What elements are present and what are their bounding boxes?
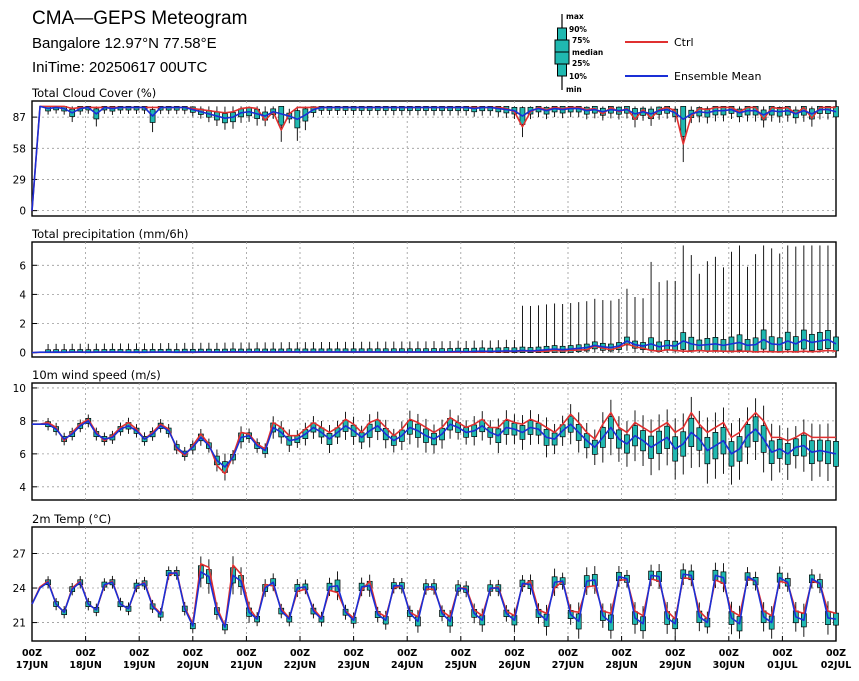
panel-title-wind-speed: 10m wind speed (m/s) bbox=[32, 368, 161, 382]
legend-box-p90: 90% bbox=[569, 25, 587, 34]
panel-title-temperature: 2m Temp (°C) bbox=[32, 512, 111, 526]
chart-title: CMA—GEPS Meteogram bbox=[32, 8, 247, 29]
location-label: Bangalore 12.97°N 77.58°E bbox=[32, 35, 217, 52]
y-tick-label: 4 bbox=[19, 289, 26, 301]
x-tick-date-label: 26JUN bbox=[498, 660, 530, 671]
box-cloud-cover bbox=[407, 106, 413, 111]
x-tick-hour-label: 00Z bbox=[504, 648, 524, 659]
x-tick-hour-label: 00Z bbox=[344, 648, 364, 659]
init-time-label: IniTime: 20250617 00UTC bbox=[32, 59, 208, 76]
panel-temperature: 2m Temp (°C) 21 24 27 bbox=[13, 512, 839, 642]
y-tick-label: 6 bbox=[19, 449, 26, 461]
x-tick-date-label: 01JUL bbox=[767, 660, 798, 671]
box-precipitation bbox=[495, 347, 502, 353]
box-cloud-cover bbox=[382, 106, 389, 111]
panel-title-precipitation: Total precipitation (mm/6h) bbox=[31, 227, 188, 241]
x-axis: 00Z17JUN00Z18JUN00Z19JUN00Z20JUN00Z21JUN… bbox=[16, 636, 851, 671]
box-cloud-cover bbox=[374, 106, 381, 111]
x-tick-date-label: 17JUN bbox=[16, 660, 48, 671]
mean-line-wind-speed bbox=[32, 420, 837, 468]
legend-box-min: min bbox=[566, 85, 582, 94]
x-tick-date-label: 22JUN bbox=[284, 660, 316, 671]
x-tick-hour-label: 00Z bbox=[719, 648, 739, 659]
x-tick-date-label: 21JUN bbox=[230, 660, 262, 671]
box-cloud-cover bbox=[447, 106, 453, 112]
y-tick-label: 27 bbox=[13, 548, 26, 560]
x-tick-hour-label: 00Z bbox=[558, 648, 578, 659]
legend-ctrl-label: Ctrl bbox=[674, 36, 694, 49]
x-tick-date-label: 30JUN bbox=[713, 660, 745, 671]
panel-cloud-cover: Total Cloud Cover (%) 0 29 58 87 bbox=[13, 86, 839, 218]
x-tick-date-label: 24JUN bbox=[391, 660, 423, 671]
y-tick-label: 0 bbox=[19, 206, 26, 218]
x-tick-hour-label: 00Z bbox=[290, 648, 310, 659]
box-cloud-cover bbox=[439, 106, 445, 111]
box-cloud-cover bbox=[398, 106, 405, 111]
legend-box-median-label: median bbox=[572, 48, 603, 57]
box-cloud-cover bbox=[415, 106, 421, 111]
box-cloud-cover bbox=[342, 106, 349, 111]
x-tick-date-label: 27JUN bbox=[552, 660, 584, 671]
legend-box-max: max bbox=[566, 12, 584, 21]
x-tick-hour-label: 00Z bbox=[665, 648, 685, 659]
mean-line-precipitation bbox=[31, 338, 837, 354]
panel-wind-speed: 10m wind speed (m/s) 4 6 8 10 bbox=[13, 368, 839, 501]
box-cloud-cover bbox=[366, 106, 373, 111]
legend-box-p75: 75% bbox=[572, 36, 590, 45]
y-tick-label: 6 bbox=[19, 260, 26, 272]
x-tick-date-label: 28JUN bbox=[605, 660, 637, 671]
panel-title-cloud-cover: Total Cloud Cover (%) bbox=[31, 86, 156, 100]
x-tick-date-label: 23JUN bbox=[337, 660, 369, 671]
box-cloud-cover bbox=[358, 106, 365, 111]
y-tick-label: 87 bbox=[13, 112, 26, 124]
legend-box-p10: 10% bbox=[569, 72, 587, 81]
box-cloud-cover bbox=[334, 106, 341, 111]
x-tick-hour-label: 00Z bbox=[76, 648, 96, 659]
x-tick-date-label: 20JUN bbox=[177, 660, 209, 671]
y-tick-label: 0 bbox=[19, 348, 26, 360]
panel-precipitation: Total precipitation (mm/6h) 0 2 4 6 bbox=[19, 227, 839, 360]
box-cloud-cover bbox=[423, 106, 429, 111]
x-tick-hour-label: 00Z bbox=[826, 648, 846, 659]
y-tick-label: 2 bbox=[19, 319, 26, 331]
box-cloud-cover bbox=[455, 106, 461, 112]
y-tick-label: 24 bbox=[13, 583, 27, 595]
plot-frame-temperature bbox=[31, 526, 837, 642]
x-tick-hour-label: 00Z bbox=[22, 648, 42, 659]
y-tick-label: 4 bbox=[19, 482, 26, 494]
x-tick-date-label: 29JUN bbox=[659, 660, 691, 671]
box-cloud-cover bbox=[390, 106, 397, 111]
x-tick-date-label: 02JUL bbox=[821, 660, 852, 671]
mean-line-temperature bbox=[31, 571, 837, 628]
box-cloud-cover bbox=[278, 106, 285, 126]
x-tick-hour-label: 00Z bbox=[612, 648, 632, 659]
box-cloud-cover bbox=[326, 106, 333, 111]
box-cloud-cover bbox=[350, 106, 357, 111]
plot-frame-cloud-cover bbox=[31, 100, 837, 217]
x-tick-hour-label: 00Z bbox=[129, 648, 149, 659]
x-tick-date-label: 19JUN bbox=[123, 660, 155, 671]
y-tick-label: 21 bbox=[13, 618, 26, 630]
box-cloud-cover bbox=[680, 106, 687, 137]
y-tick-label: 29 bbox=[13, 174, 26, 186]
y-tick-label: 10 bbox=[13, 383, 26, 395]
x-tick-hour-label: 00Z bbox=[451, 648, 471, 659]
x-tick-hour-label: 00Z bbox=[772, 648, 792, 659]
x-tick-hour-label: 00Z bbox=[397, 648, 417, 659]
y-tick-label: 58 bbox=[13, 143, 26, 155]
box-cloud-cover bbox=[173, 106, 180, 111]
x-tick-date-label: 18JUN bbox=[69, 660, 101, 671]
x-tick-hour-label: 00Z bbox=[183, 648, 203, 659]
legend-box-p25: 25% bbox=[572, 59, 590, 68]
mean-line-cloud-cover bbox=[31, 105, 837, 211]
legend-mean-label: Ensemble Mean bbox=[674, 70, 761, 83]
box-legend: max 90% 75% median 25% 10% min bbox=[554, 12, 603, 94]
x-tick-date-label: 25JUN bbox=[445, 660, 477, 671]
line-legend: Ctrl Ensemble Mean bbox=[625, 36, 761, 83]
y-tick-label: 8 bbox=[19, 416, 26, 428]
x-tick-hour-label: 00Z bbox=[236, 648, 256, 659]
box-cloud-cover bbox=[431, 106, 437, 111]
ctrl-line-wind-speed bbox=[32, 411, 836, 475]
